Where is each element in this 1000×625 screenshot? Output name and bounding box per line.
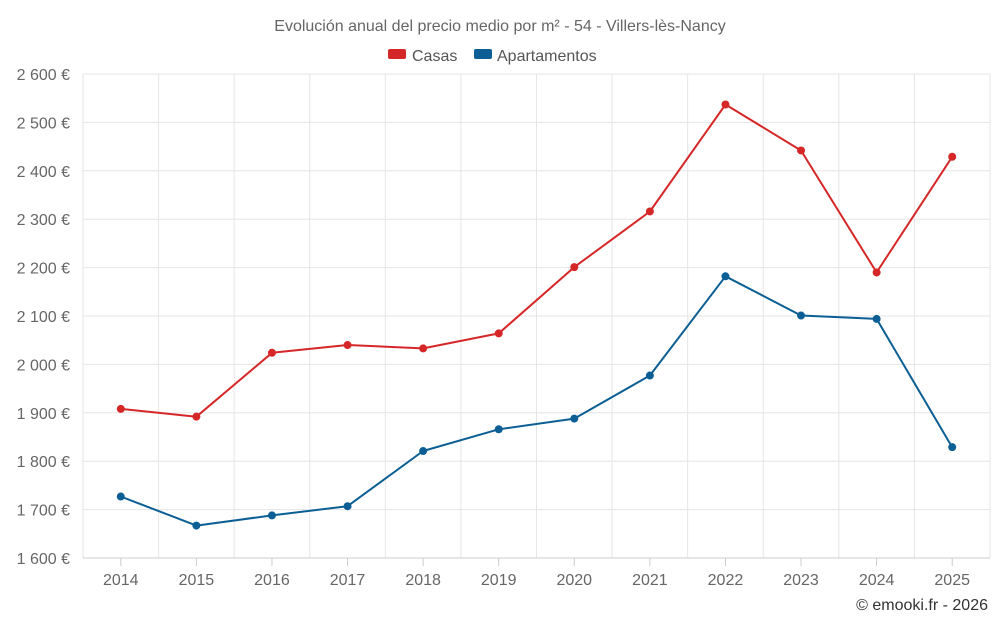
data-point-apartamentos[interactable] (494, 425, 503, 434)
x-gridlines (82, 74, 991, 558)
legend-swatch-apartamentos (474, 49, 492, 59)
data-point-apartamentos[interactable] (570, 414, 579, 423)
data-point-apartamentos[interactable] (721, 272, 730, 281)
data-point-casas[interactable] (872, 268, 881, 277)
data-point-apartamentos[interactable] (267, 511, 276, 520)
data-point-apartamentos[interactable] (797, 311, 806, 320)
y-tick-label: 2 600 € (17, 67, 70, 84)
y-tick-label: 2 500 € (17, 115, 70, 132)
series-line-apartamentos (120, 275, 954, 527)
y-tick-label: 2 400 € (17, 164, 70, 181)
x-tick-label: 2024 (859, 572, 895, 589)
y-tick-label: 2 100 € (17, 309, 70, 326)
data-point-casas[interactable] (570, 263, 579, 272)
x-tick-label: 2025 (934, 572, 970, 589)
x-tick-label: 2023 (783, 572, 819, 589)
data-point-casas[interactable] (116, 404, 125, 413)
x-tick-label: 2022 (708, 572, 744, 589)
data-point-apartamentos[interactable] (343, 502, 352, 511)
x-tick-label: 2014 (103, 572, 139, 589)
y-tick-label: 1 900 € (17, 406, 70, 423)
x-tick-label: 2016 (254, 572, 290, 589)
x-tick-label: 2019 (481, 572, 517, 589)
series-line-casas (120, 103, 954, 418)
x-tick-label: 2015 (179, 572, 215, 589)
x-tick-label: 2021 (632, 572, 668, 589)
data-point-casas[interactable] (419, 344, 428, 353)
data-point-casas[interactable] (343, 341, 352, 350)
data-point-apartamentos[interactable] (948, 443, 957, 452)
data-point-casas[interactable] (267, 348, 276, 357)
data-point-apartamentos[interactable] (192, 521, 201, 530)
data-point-apartamentos[interactable] (872, 314, 881, 323)
x-tick-label: 2017 (330, 572, 366, 589)
series-casas (116, 100, 957, 421)
legend-item-apartamentos[interactable]: Apartamentos (474, 48, 597, 65)
legend-label-casas: Casas (412, 48, 457, 65)
legend-swatch-casas (388, 49, 406, 59)
data-point-casas[interactable] (721, 100, 730, 109)
data-point-apartamentos[interactable] (419, 447, 428, 456)
series-layer (116, 100, 957, 530)
y-axis-ticks: 1 600 € 1 700 € 1 800 € 1 900 € 2 000 € 2 100… (17, 67, 70, 568)
data-point-apartamentos[interactable] (645, 371, 654, 380)
y-tick-label: 2 000 € (17, 357, 70, 374)
data-point-apartamentos[interactable] (116, 492, 125, 501)
data-point-casas[interactable] (192, 412, 201, 421)
chart-title: Evolución anual del precio medio por m² … (274, 18, 725, 35)
data-point-casas[interactable] (494, 329, 503, 338)
series-apartamentos (116, 272, 957, 530)
data-point-casas[interactable] (948, 152, 957, 161)
legend-label-apartamentos: Apartamentos (497, 48, 597, 65)
x-tick-label: 2020 (556, 572, 592, 589)
legend: Casas Apartamentos (388, 48, 597, 65)
data-point-casas[interactable] (645, 207, 654, 216)
legend-item-casas[interactable]: Casas (388, 48, 457, 65)
y-tick-label: 2 300 € (17, 212, 70, 229)
x-axis-ticks: 2014 2015 2016 2017 2018 2019 2020 2021 2022 2023… (103, 558, 970, 589)
y-tick-label: 1 600 € (17, 551, 70, 568)
y-tick-label: 1 700 € (17, 503, 70, 520)
x-tick-label: 2018 (405, 572, 441, 589)
credit-text: © emooki.fr - 2026 (856, 597, 988, 614)
y-tick-label: 1 800 € (17, 454, 70, 471)
y-tick-label: 2 200 € (17, 261, 70, 278)
data-point-casas[interactable] (797, 146, 806, 155)
